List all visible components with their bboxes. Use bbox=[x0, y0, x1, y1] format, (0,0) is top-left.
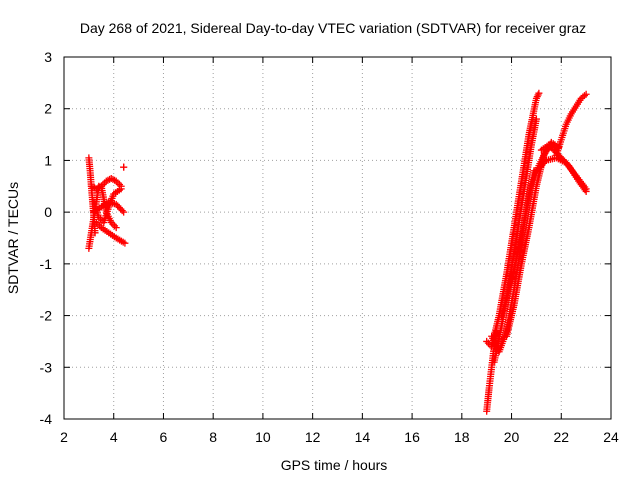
data-point bbox=[580, 92, 588, 100]
data-point bbox=[114, 202, 122, 210]
x-tick-label: 4 bbox=[110, 429, 118, 445]
plot-frame bbox=[63, 56, 612, 420]
data-points bbox=[85, 89, 590, 415]
y-tick-label: -2 bbox=[40, 308, 53, 324]
y-tick-label: 2 bbox=[44, 101, 52, 117]
x-tick-label: 18 bbox=[454, 429, 470, 445]
x-tick-label: 6 bbox=[160, 429, 168, 445]
data-point bbox=[582, 90, 590, 98]
x-tick-label: 24 bbox=[603, 429, 619, 445]
y-tick-label: -4 bbox=[40, 411, 53, 427]
x-tick-label: 14 bbox=[355, 429, 371, 445]
grid bbox=[64, 57, 611, 419]
x-tick-label: 2 bbox=[60, 429, 68, 445]
data-point bbox=[117, 205, 125, 213]
data-point bbox=[120, 208, 128, 216]
x-tick-label: 12 bbox=[305, 429, 321, 445]
x-axis-label: GPS time / hours bbox=[281, 457, 388, 473]
y-tick-label: 1 bbox=[44, 152, 52, 168]
y-tick-label: -1 bbox=[40, 256, 53, 272]
x-tick-label: 8 bbox=[209, 429, 217, 445]
x-tick-label: 16 bbox=[404, 429, 420, 445]
data-point bbox=[532, 115, 540, 123]
x-tick-label: 10 bbox=[255, 429, 271, 445]
data-point bbox=[582, 187, 590, 195]
x-tick-label: 22 bbox=[553, 429, 569, 445]
data-point bbox=[115, 203, 123, 211]
y-tick-label: 3 bbox=[44, 49, 52, 65]
y-axis-label: SDTVAR / TECUs bbox=[5, 182, 21, 294]
data-point bbox=[535, 89, 543, 97]
data-point bbox=[120, 163, 128, 171]
data-point bbox=[118, 207, 126, 215]
data-point bbox=[112, 224, 120, 232]
chart-title: Day 268 of 2021, Sidereal Day-to-day VTE… bbox=[80, 20, 586, 36]
data-point bbox=[117, 185, 125, 193]
data-point bbox=[121, 239, 129, 247]
x-tick-label: 20 bbox=[504, 429, 520, 445]
y-tick-label: -3 bbox=[40, 359, 53, 375]
y-tick-label: 0 bbox=[44, 204, 52, 220]
